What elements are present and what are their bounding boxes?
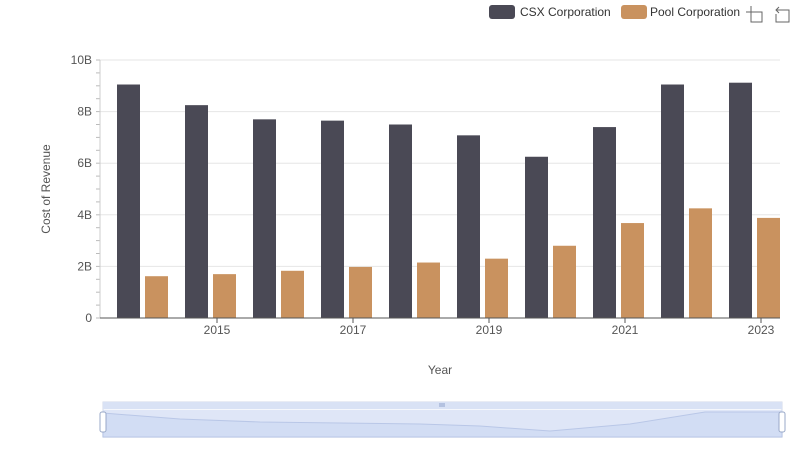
bar-csx-2019[interactable] xyxy=(457,135,480,318)
y-tick-label: 2B xyxy=(77,259,92,273)
bar-csx-2018[interactable] xyxy=(389,124,412,319)
bar-csx-2020[interactable] xyxy=(525,156,548,318)
legend-swatch-csx xyxy=(489,5,515,19)
x-tick-label: 2015 xyxy=(204,323,231,337)
bar-csx-2023[interactable] xyxy=(729,82,752,318)
y-tick-label: 8B xyxy=(77,105,92,119)
x-axis-title: Year xyxy=(428,363,452,377)
x-tick-label: 2017 xyxy=(340,323,367,337)
data-zoom-left-handle[interactable] xyxy=(99,411,107,433)
y-tick-label: 10B xyxy=(71,53,92,67)
bar-csx-2014[interactable] xyxy=(117,84,140,318)
bar-pool-2020[interactable] xyxy=(553,245,576,318)
legend-label-csx: CSX Corporation xyxy=(520,5,611,19)
x-tick-label: 2023 xyxy=(748,323,775,337)
bar-csx-2021[interactable] xyxy=(593,127,616,318)
zoom-icon[interactable] xyxy=(746,6,763,23)
axes xyxy=(99,60,780,319)
bar-pool-2023[interactable] xyxy=(757,217,780,318)
bar-pool-2018[interactable] xyxy=(417,262,440,318)
x-tick-labels: 2015 2017 2019 2021 2023 xyxy=(204,318,775,337)
data-zoom-slider[interactable] xyxy=(99,401,786,438)
data-zoom-right-handle[interactable] xyxy=(778,411,786,433)
bar-pool-2017[interactable] xyxy=(349,266,372,318)
bar-pool-2016[interactable] xyxy=(281,270,304,318)
bar-csx-2022[interactable] xyxy=(661,84,684,318)
legend-swatch-pool xyxy=(621,5,647,19)
legend-label-pool: Pool Corporation xyxy=(650,5,740,19)
bars xyxy=(117,82,780,319)
y-axis-title: Cost of Revenue xyxy=(39,144,53,234)
bar-pool-2014[interactable] xyxy=(145,276,168,318)
legend-item-csx[interactable]: CSX Corporation xyxy=(489,5,611,19)
bar-pool-2021[interactable] xyxy=(621,223,644,318)
bar-pool-2019[interactable] xyxy=(485,258,508,318)
y-tick-label: 4B xyxy=(77,208,92,222)
data-zoom-selected-range xyxy=(103,410,782,437)
reset-icon[interactable] xyxy=(775,6,790,23)
bar-csx-2017[interactable] xyxy=(321,120,344,318)
bar-pool-2022[interactable] xyxy=(689,208,712,318)
bar-csx-2015[interactable] xyxy=(185,105,208,319)
legend: CSX Corporation Pool Corporation xyxy=(489,5,740,19)
y-tick-label: 6B xyxy=(77,156,92,170)
data-zoom-move-handle-icon[interactable] xyxy=(439,403,445,407)
y-tick-labels: 0 2B 4B 6B 8B 10B xyxy=(71,53,93,325)
x-tick-label: 2021 xyxy=(612,323,639,337)
legend-item-pool[interactable]: Pool Corporation xyxy=(621,5,740,19)
y-tick-label: 0 xyxy=(85,311,92,325)
x-tick-label: 2019 xyxy=(476,323,503,337)
bar-csx-2016[interactable] xyxy=(253,119,276,318)
bar-pool-2015[interactable] xyxy=(213,274,236,318)
